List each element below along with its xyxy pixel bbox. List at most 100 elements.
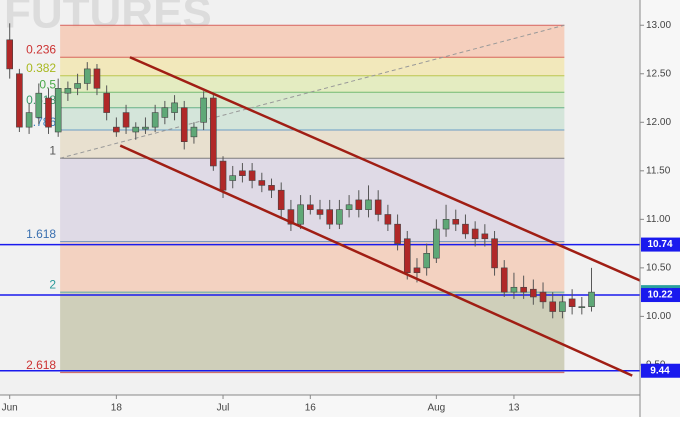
candle-body <box>365 199 372 210</box>
x-axis-background <box>0 395 640 417</box>
candle-body <box>83 68 91 84</box>
fib-band <box>60 25 565 58</box>
price-tag <box>641 237 680 252</box>
fib-label: 0.5 <box>39 77 56 91</box>
price-tag-label: 10.74 <box>647 239 672 250</box>
candle-body <box>549 301 557 312</box>
candle-body <box>171 102 178 113</box>
y-tick-label: 11.50 <box>646 165 671 176</box>
price-tag <box>641 288 680 303</box>
x-tick-label: Aug <box>427 403 445 414</box>
fib-label: 2.618 <box>26 358 56 372</box>
candle-body <box>25 112 33 128</box>
fib-label: 1.618 <box>26 227 56 241</box>
candle-body <box>16 73 23 128</box>
candle-body <box>578 306 586 308</box>
candle-body <box>258 180 266 186</box>
candle-body <box>277 189 285 210</box>
x-tick-label: 18 <box>111 403 123 414</box>
candle-body <box>219 160 227 191</box>
candle-body <box>151 112 159 128</box>
candle-body <box>161 107 169 118</box>
x-tick-label: 16 <box>305 403 317 414</box>
candle-body <box>200 97 207 123</box>
fib-band <box>60 130 565 159</box>
candle-body <box>93 68 101 89</box>
fib-band <box>60 241 565 293</box>
x-tick-label: Jul <box>217 403 230 414</box>
candle-body <box>74 83 81 89</box>
candle-body <box>491 238 498 269</box>
candle-body <box>520 286 527 293</box>
candle-body <box>500 267 508 293</box>
y-tick-label: 10.00 <box>646 311 671 322</box>
candle-body <box>394 223 401 244</box>
candle-body <box>336 209 343 225</box>
fib-label: 0.236 <box>26 42 56 56</box>
candle-body <box>54 88 62 133</box>
candle-body <box>413 267 421 274</box>
candle-body <box>345 204 353 210</box>
fib-band <box>60 92 565 108</box>
candle-body <box>433 228 440 259</box>
fib-label: 0.382 <box>26 61 56 75</box>
candle-body <box>326 209 333 225</box>
candle-body <box>355 199 363 210</box>
candle-body <box>64 88 72 94</box>
candle-body <box>452 219 460 225</box>
candle-body <box>297 204 304 225</box>
y-tick-label: 11.00 <box>646 214 671 225</box>
candle-body <box>229 175 237 181</box>
candle-body <box>248 170 256 181</box>
candle-body <box>588 291 595 307</box>
y-tick-label: 13.00 <box>646 20 671 31</box>
candle-body <box>442 219 450 230</box>
fib-band <box>60 292 565 373</box>
candle-body <box>190 126 198 138</box>
y-tick-label: 10.50 <box>646 263 671 274</box>
y-tick-label: 12.00 <box>646 117 671 128</box>
price-tag-label: 9.44 <box>650 365 670 376</box>
candle-body <box>423 253 430 269</box>
candle-body <box>142 126 149 130</box>
trend-line <box>59 24 565 159</box>
candle-body <box>374 199 382 215</box>
candle-body <box>180 107 188 142</box>
candle-body <box>539 291 547 303</box>
fib-band <box>60 57 565 76</box>
candle-body <box>384 214 392 225</box>
candle-body <box>6 39 13 70</box>
candle-body <box>568 298 576 307</box>
x-tick-label: 13 <box>508 403 520 414</box>
candle-body <box>316 209 324 215</box>
candle-body <box>307 204 314 210</box>
y-axis-background <box>640 0 680 417</box>
price-tag <box>641 363 680 378</box>
candle-body <box>239 170 246 176</box>
fib-label: 1 <box>49 143 56 157</box>
candle-body <box>403 238 411 274</box>
price-tag-label: 10.22 <box>647 290 672 301</box>
candle-body <box>122 112 130 128</box>
candle-body <box>481 233 489 240</box>
fib-band <box>60 75 565 93</box>
channel-line <box>129 56 641 282</box>
channel-line <box>119 144 633 377</box>
candle-body <box>462 223 469 235</box>
candle-body <box>268 185 275 191</box>
candle-body <box>103 92 110 113</box>
candle-body <box>210 97 217 167</box>
x-tick-label: Jun <box>2 403 18 414</box>
candle-body <box>471 228 479 240</box>
candle-body <box>35 92 43 118</box>
candle-body <box>132 126 140 133</box>
candle-body <box>113 126 120 133</box>
candle-body <box>45 97 52 128</box>
candle-body <box>559 301 566 312</box>
y-tick-label: 12.50 <box>646 68 671 79</box>
candle-body <box>530 288 537 298</box>
fib-band <box>60 158 565 242</box>
candle-body <box>287 209 295 225</box>
candle-body <box>510 286 518 293</box>
